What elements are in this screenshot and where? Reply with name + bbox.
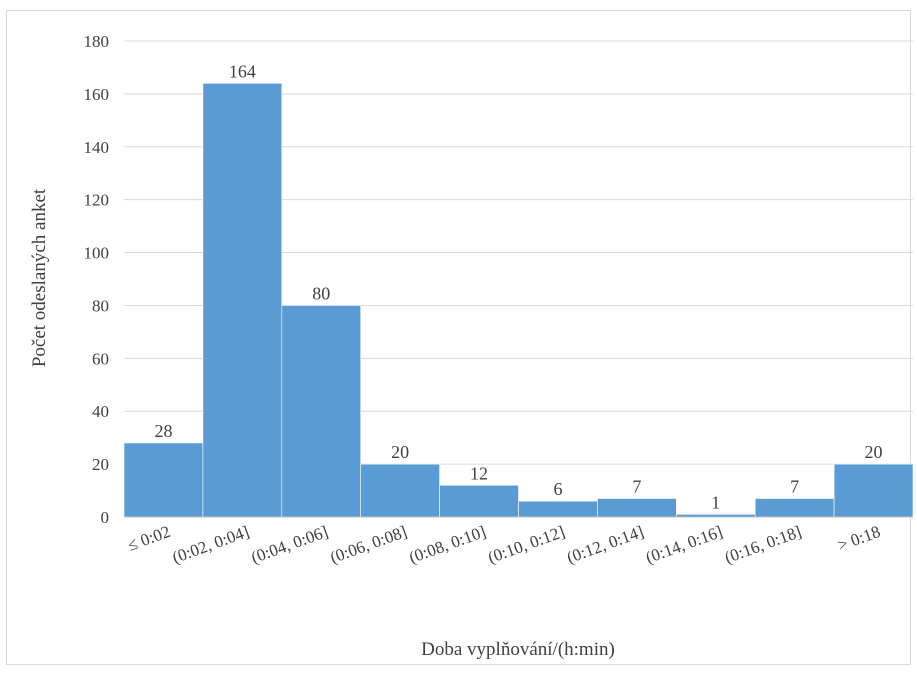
y-tick-label: 120 (84, 191, 110, 210)
data-label: 7 (632, 476, 641, 496)
y-axis-title: Počet odeslaných anket (29, 188, 50, 367)
data-label: 28 (154, 421, 172, 441)
data-label: 20 (865, 442, 883, 462)
y-tick-label: 0 (101, 508, 110, 527)
bar (833, 463, 914, 518)
y-tick-label: 180 (84, 32, 110, 51)
y-tick-label: 80 (92, 296, 109, 315)
bar (123, 442, 204, 518)
y-tick-label: 20 (92, 455, 109, 474)
data-label: 6 (553, 479, 562, 499)
bar (360, 463, 440, 518)
bars (123, 83, 914, 518)
category-label: > 0:18 (835, 522, 883, 555)
category-label: (0:10, 0:12] (485, 522, 567, 567)
category-label: (0:08, 0:10] (406, 522, 488, 567)
chart-frame (6, 10, 911, 665)
data-label: 12 (470, 463, 488, 483)
y-tick-label: 160 (84, 85, 110, 104)
category-label: (0:16, 0:18] (722, 522, 804, 567)
bar (518, 500, 598, 518)
category-label: (0:02, 0:04] (170, 522, 252, 567)
data-label: 7 (790, 476, 799, 496)
data-label: 80 (312, 283, 330, 303)
y-tick-label: 100 (84, 244, 110, 263)
category-label: (0:04, 0:06] (249, 522, 331, 567)
bar (202, 83, 283, 518)
y-tick-labels: 0 20 40 60 80 100 120 140 160 180 (84, 32, 110, 527)
y-tick-label: 140 (84, 138, 110, 157)
bar (597, 498, 677, 518)
y-tick-label: 40 (92, 402, 109, 421)
category-labels: ≤ 0:02(0:02, 0:04](0:04, 0:06](0:06, 0:0… (125, 522, 883, 567)
category-label: (0:06, 0:08] (328, 522, 410, 567)
bar (754, 498, 835, 518)
data-label: 164 (229, 61, 256, 81)
category-label: ≤ 0:02 (125, 522, 173, 555)
y-tick-label: 60 (92, 349, 109, 368)
category-label: (0:12, 0:14] (564, 522, 646, 567)
category-label: (0:14, 0:16] (643, 522, 725, 567)
data-label: 20 (391, 442, 409, 462)
bar (439, 484, 519, 518)
bar (281, 305, 361, 518)
data-labels: 28 164 80 20 12 6 7 1 7 20 (154, 61, 882, 512)
x-axis-title: Doba vyplňování/(h:min) (421, 639, 615, 660)
data-label: 1 (711, 492, 720, 512)
